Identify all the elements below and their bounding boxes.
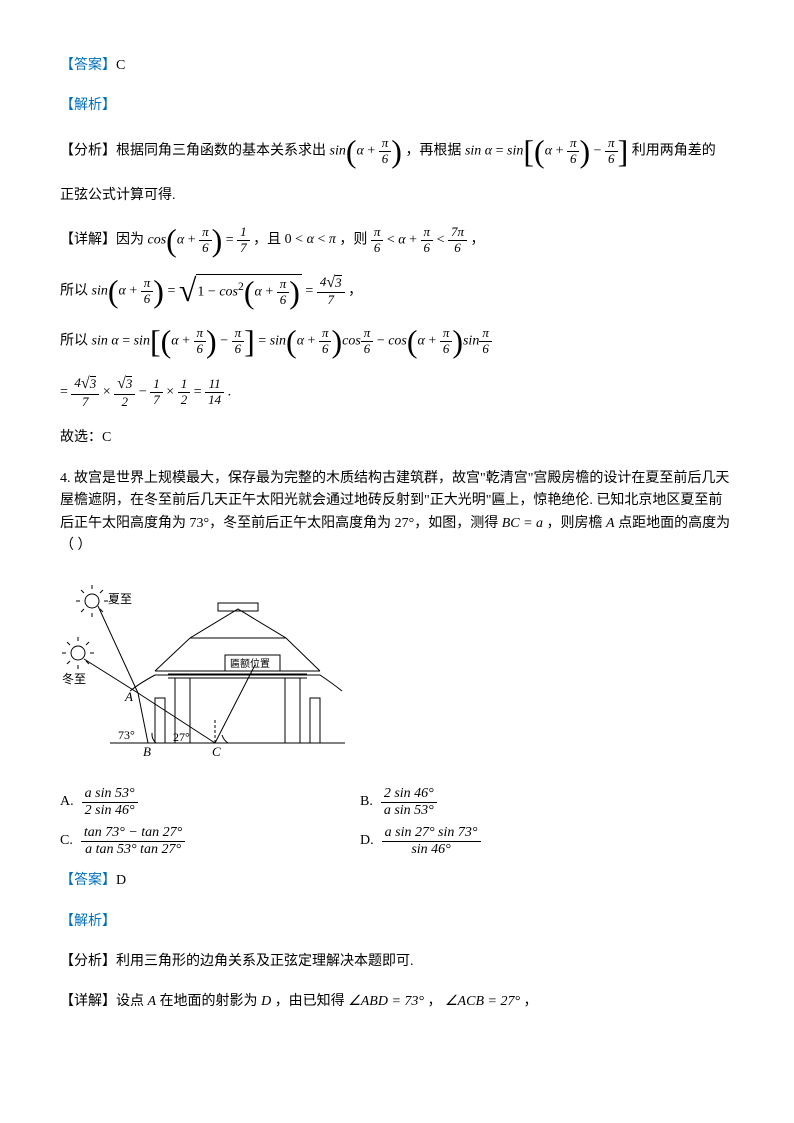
answer-label: 【答案】 [60, 58, 116, 73]
analysis-line-1-cont: 正弦公式计算可得. [60, 185, 734, 207]
conclusion-1: 故选：C [60, 427, 734, 449]
analysis-line-1: 【分析】根据同角三角函数的基本关系求出 sin(α + π6) ，再根据 sin… [60, 136, 734, 167]
label-A: A [124, 689, 133, 704]
option-B: B. 2 sin 46°a sin 53° [360, 786, 660, 819]
detail-line-4: = 4√37 × √32 − 17 × 12 = 1114 . [60, 375, 734, 409]
label-73: 73° [118, 728, 135, 742]
answer-value-2: D [116, 873, 126, 888]
label-27: 27° [173, 730, 190, 744]
answer-2: 【答案】D [60, 870, 734, 892]
option-C: C. tan 73° − tan 27°a tan 53° tan 27° [60, 825, 360, 858]
options-grid: A. a sin 53°2 sin 46° B. 2 sin 46°a sin … [60, 786, 734, 864]
answer-value: C [116, 58, 125, 73]
label-winter: 冬至 [62, 671, 86, 686]
building-diagram: 夏至 冬至 匾额位置 A B C 73° 27° [60, 583, 350, 763]
option-D: D. a sin 27° sin 73°sin 46° [360, 825, 660, 858]
analysis-header-1: 【解析】 [60, 95, 734, 117]
label-summer: 夏至 [108, 592, 132, 606]
detail-line-2: 所以 sin(α + π6) = √1 − cos2(α + π6) = 4√3… [60, 274, 734, 308]
label-B: B [143, 744, 151, 759]
answer-label-2: 【答案】 [60, 873, 116, 888]
detail-line-3: 所以 sin α = sin[(α + π6) − π6] = sin(α + … [60, 326, 734, 357]
question-4: 4. 故宫是世界上规模最大，保存最为完整的木质结构古建筑群，故宫"乾清宫"宫殿房… [60, 468, 734, 558]
answer-1: 【答案】C [60, 55, 734, 77]
label-C: C [212, 744, 221, 759]
label-plaque: 匾额位置 [230, 657, 270, 670]
analysis-header-2: 【解析】 [60, 911, 734, 933]
analysis-text-2: 【分析】利用三角形的边角关系及正弦定理解决本题即可. [60, 951, 734, 973]
option-A: A. a sin 53°2 sin 46° [60, 786, 360, 819]
detail-text-2: 【详解】设点 A 在地面的射影为 D ，由已知得 ∠ABD = 73° ， ∠A… [60, 991, 734, 1013]
detail-line-1: 【详解】因为 cos(α + π6) = 17 ，且 0 < α < π ，则 … [60, 225, 734, 256]
